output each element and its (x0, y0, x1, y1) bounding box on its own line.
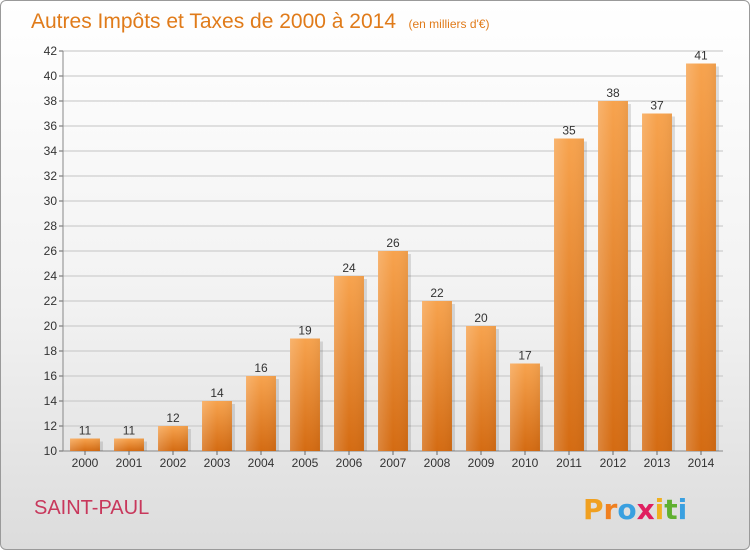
x-tick-label-2000: 2000 (72, 456, 99, 470)
chart-title-unit: (en milliers d'€) (408, 17, 489, 31)
proxiti-logo: Proxiti (583, 493, 687, 526)
value-label-2002: 12 (166, 411, 180, 425)
bar-highlight (378, 251, 408, 451)
bar-highlight (554, 138, 584, 451)
y-tick-label: 32 (44, 169, 58, 183)
y-tick-label: 10 (44, 444, 58, 458)
x-axis: 2000 2001 2002 2003 2004 2005 2006 2007 2008 2009… (72, 451, 715, 470)
bar-highlight (246, 376, 276, 451)
y-tick-label: 42 (44, 44, 58, 58)
logo-letter: i (678, 493, 688, 526)
logo-letter: o (617, 493, 636, 526)
chart-title: Autres Impôts et Taxes de 2000 à 2014 (e… (31, 10, 489, 33)
bar-highlight (422, 301, 452, 451)
value-label-2004: 16 (254, 361, 268, 375)
bar-highlight (510, 363, 540, 451)
bar-highlight (158, 426, 188, 451)
value-label-2014: 41 (694, 49, 708, 63)
commune-name: SAINT-PAUL (34, 497, 149, 519)
value-label-2009: 20 (474, 311, 488, 325)
bar-highlight (466, 326, 496, 451)
x-tick-label-2013: 2013 (644, 456, 671, 470)
value-label-2008: 22 (430, 286, 444, 300)
value-label-2001: 11 (123, 424, 136, 438)
y-tick-label: 28 (44, 219, 58, 233)
x-tick-label-2003: 2003 (204, 456, 231, 470)
x-tick-label-2004: 2004 (248, 456, 275, 470)
value-label-2010: 17 (518, 349, 532, 363)
y-tick-label: 20 (44, 319, 58, 333)
bar-highlight (334, 276, 364, 451)
x-tick-label-2005: 2005 (292, 456, 319, 470)
x-tick-label-2008: 2008 (424, 456, 451, 470)
value-label-2007: 26 (386, 236, 400, 250)
value-label-2011: 35 (562, 124, 576, 138)
bar-highlight (686, 63, 716, 451)
bar-highlight (598, 101, 628, 451)
y-tick-label: 14 (44, 394, 58, 408)
bar-highlight (642, 113, 672, 451)
logo-letter: x (637, 493, 655, 526)
y-tick-label: 26 (44, 244, 58, 258)
x-tick-label-2007: 2007 (380, 456, 407, 470)
logo-letter: r (604, 493, 618, 526)
y-tick-label: 16 (44, 369, 58, 383)
x-tick-label-2002: 2002 (160, 456, 187, 470)
x-tick-label-2001: 2001 (116, 456, 143, 470)
bar-highlight (290, 338, 320, 451)
y-tick-label: 38 (44, 94, 58, 108)
y-tick-label: 12 (44, 419, 58, 433)
logo-letter: t (664, 493, 677, 526)
y-tick-label: 34 (44, 144, 58, 158)
y-tick-label: 24 (44, 269, 58, 283)
x-tick-label-2012: 2012 (600, 456, 627, 470)
x-tick-label-2014: 2014 (688, 456, 715, 470)
x-tick-label-2006: 2006 (336, 456, 363, 470)
value-label-2003: 14 (210, 386, 224, 400)
bar-highlight (70, 438, 100, 451)
value-label-2000: 11 (79, 424, 92, 438)
y-tick-label: 18 (44, 344, 58, 358)
logo-letter: P (583, 493, 604, 526)
x-tick-label-2009: 2009 (468, 456, 495, 470)
value-label-2006: 24 (342, 261, 356, 275)
y-tick-label: 30 (44, 194, 58, 208)
x-tick-label-2011: 2011 (556, 456, 582, 470)
bars (70, 63, 719, 451)
chart-title-main: Autres Impôts et Taxes de 2000 à 2014 (31, 10, 396, 33)
bar-highlight (202, 401, 232, 451)
y-tick-label: 36 (44, 119, 58, 133)
y-tick-label: 40 (44, 69, 58, 83)
value-label-2012: 38 (606, 86, 620, 100)
x-tick-label-2010: 2010 (512, 456, 539, 470)
value-label-2013: 37 (650, 99, 664, 113)
value-labels: 11 11 12 14 16 19 24 26 22 20 17 35 38 37 41 (79, 49, 708, 438)
bar-highlight (114, 438, 144, 451)
value-label-2005: 19 (298, 324, 312, 338)
y-tick-label: 22 (44, 294, 58, 308)
logo-letter: i (655, 493, 665, 526)
